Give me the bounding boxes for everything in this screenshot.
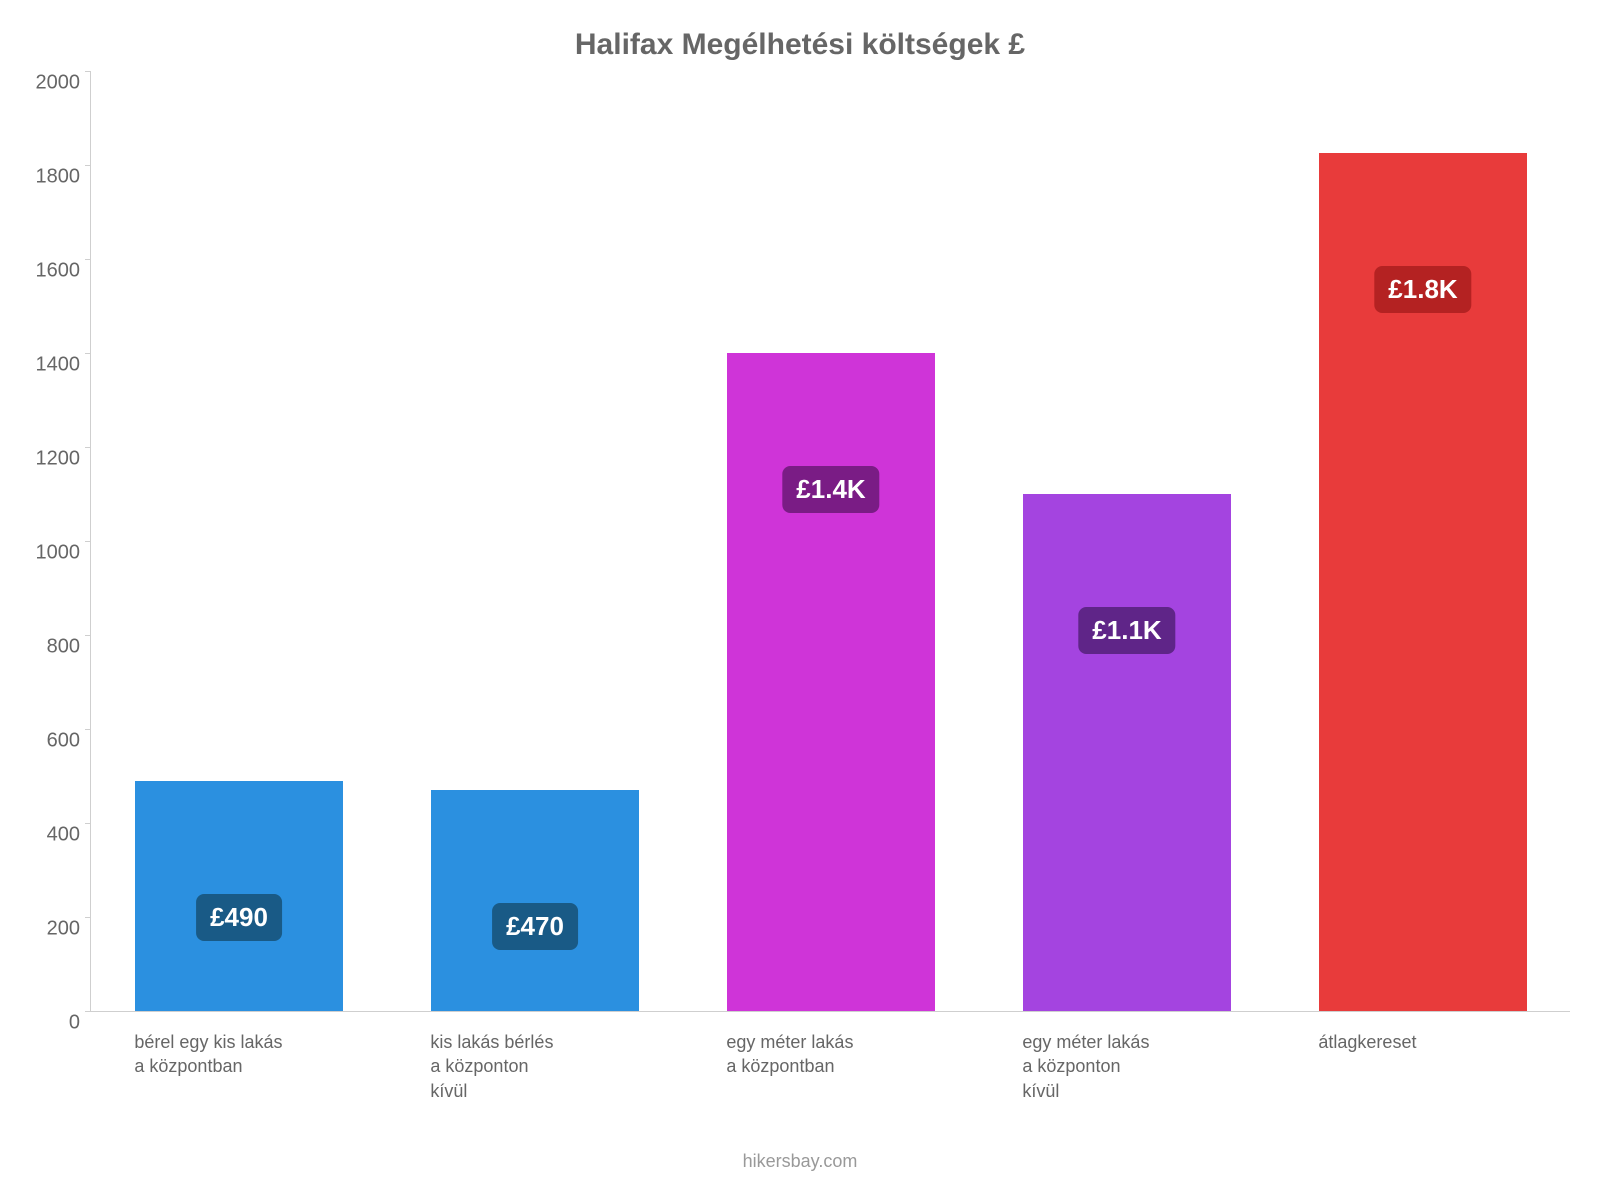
attribution-text: hikersbay.com <box>0 1151 1600 1172</box>
y-tick-label: 1400 <box>20 354 80 377</box>
y-tick-label: 200 <box>20 918 80 941</box>
x-tick-label: egy méter lakás a központban <box>726 1030 933 1079</box>
y-tick-mark <box>85 71 91 72</box>
y-tick-label: 1600 <box>20 260 80 283</box>
y-tick-label: 1000 <box>20 542 80 565</box>
y-tick-mark <box>85 165 91 166</box>
x-tick-label: átlagkereset <box>1318 1030 1525 1054</box>
bar <box>1023 494 1230 1011</box>
bar-value-label: £490 <box>196 894 282 941</box>
x-tick-label: kis lakás bérlés a központon kívül <box>430 1030 637 1103</box>
y-tick-label: 600 <box>20 730 80 753</box>
y-tick-label: 800 <box>20 636 80 659</box>
y-tick-mark <box>85 823 91 824</box>
y-tick-mark <box>85 1011 91 1012</box>
bar-value-label: £1.1K <box>1078 607 1175 654</box>
y-tick-label: 2000 <box>20 72 80 95</box>
y-tick-label: 400 <box>20 824 80 847</box>
x-tick-label: bérel egy kis lakás a központban <box>134 1030 341 1079</box>
y-tick-mark <box>85 541 91 542</box>
y-tick-label: 1800 <box>20 166 80 189</box>
y-tick-mark <box>85 447 91 448</box>
y-tick-mark <box>85 353 91 354</box>
bar-value-label: £470 <box>492 903 578 950</box>
plot-area: £490 £470 £1.4K £1.1K £1.8K <box>90 72 1570 1012</box>
bar-value-label: £1.4K <box>782 466 879 513</box>
y-tick-mark <box>85 635 91 636</box>
x-tick-label: egy méter lakás a központon kívül <box>1022 1030 1229 1103</box>
chart-container: Halifax Megélhetési költségek £ £490 £470… <box>0 0 1600 1200</box>
bar <box>727 353 934 1011</box>
y-tick-mark <box>85 917 91 918</box>
y-tick-label: 1200 <box>20 448 80 471</box>
y-tick-label: 0 <box>20 1012 80 1035</box>
bar <box>431 790 638 1011</box>
y-tick-mark <box>85 259 91 260</box>
chart-title: Halifax Megélhetési költségek £ <box>0 28 1600 62</box>
y-tick-mark <box>85 729 91 730</box>
bar-value-label: £1.8K <box>1374 266 1471 313</box>
